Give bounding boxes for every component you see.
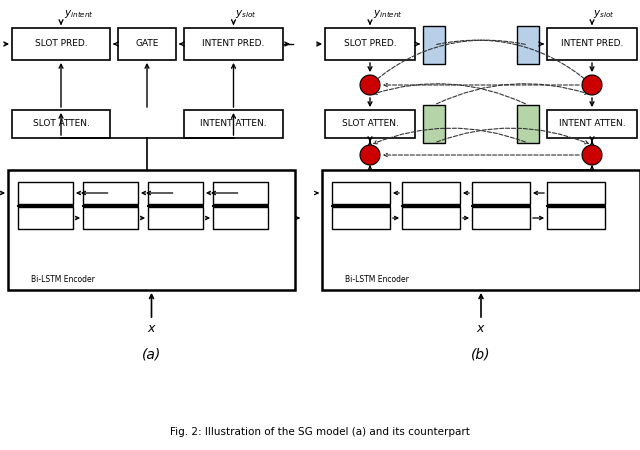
Bar	[472, 182, 530, 204]
Text: SLOT PRED.: SLOT PRED.	[344, 40, 396, 49]
Text: GATE: GATE	[135, 40, 159, 49]
Bar	[12, 28, 110, 60]
Bar	[322, 170, 640, 290]
Text: INTENT ATTEN.: INTENT ATTEN.	[200, 120, 267, 129]
Bar	[472, 207, 530, 229]
Text: Bi-LSTM Encoder: Bi-LSTM Encoder	[31, 275, 95, 284]
Bar	[332, 182, 390, 204]
Text: (a): (a)	[142, 348, 161, 362]
Bar	[325, 110, 415, 138]
Bar	[423, 105, 445, 143]
Bar	[148, 182, 203, 204]
Text: $y_{slot}$: $y_{slot}$	[235, 8, 257, 20]
Bar	[184, 110, 283, 138]
Circle shape	[582, 75, 602, 95]
Bar	[547, 207, 605, 229]
Bar	[18, 207, 73, 229]
Bar	[402, 207, 460, 229]
Text: $y_{slot}$: $y_{slot}$	[593, 8, 615, 20]
Bar	[118, 28, 176, 60]
Circle shape	[360, 75, 380, 95]
Bar	[547, 110, 637, 138]
Bar	[332, 207, 390, 229]
Text: SLOT ATTEN.: SLOT ATTEN.	[33, 120, 90, 129]
Text: $x$: $x$	[476, 321, 486, 334]
Bar	[423, 26, 445, 64]
Bar	[12, 110, 110, 138]
Circle shape	[360, 145, 380, 165]
Bar	[18, 182, 73, 204]
Circle shape	[582, 145, 602, 165]
Text: (b): (b)	[471, 348, 491, 362]
Bar	[213, 207, 268, 229]
Bar	[213, 182, 268, 204]
Bar	[325, 28, 415, 60]
Text: Bi-LSTM Encoder: Bi-LSTM Encoder	[345, 275, 409, 284]
Text: INTENT PRED.: INTENT PRED.	[202, 40, 265, 49]
Bar	[547, 28, 637, 60]
Text: $y_{intent}$: $y_{intent}$	[373, 8, 403, 20]
Bar	[184, 28, 283, 60]
Text: Fig. 2: Illustration of the SG model (a) and its counterpart: Fig. 2: Illustration of the SG model (a)…	[170, 427, 470, 437]
Text: $x$: $x$	[147, 321, 156, 334]
Bar	[547, 182, 605, 204]
Text: SLOT ATTEN.: SLOT ATTEN.	[342, 120, 399, 129]
Bar	[148, 207, 203, 229]
Bar	[402, 182, 460, 204]
Bar	[83, 182, 138, 204]
Text: INTENT ATTEN.: INTENT ATTEN.	[559, 120, 625, 129]
Bar	[517, 26, 539, 64]
Bar	[517, 105, 539, 143]
Bar	[83, 207, 138, 229]
Text: $y_{intent}$: $y_{intent}$	[64, 8, 94, 20]
Bar	[8, 170, 295, 290]
Text: INTENT PRED.: INTENT PRED.	[561, 40, 623, 49]
Text: SLOT PRED.: SLOT PRED.	[35, 40, 87, 49]
